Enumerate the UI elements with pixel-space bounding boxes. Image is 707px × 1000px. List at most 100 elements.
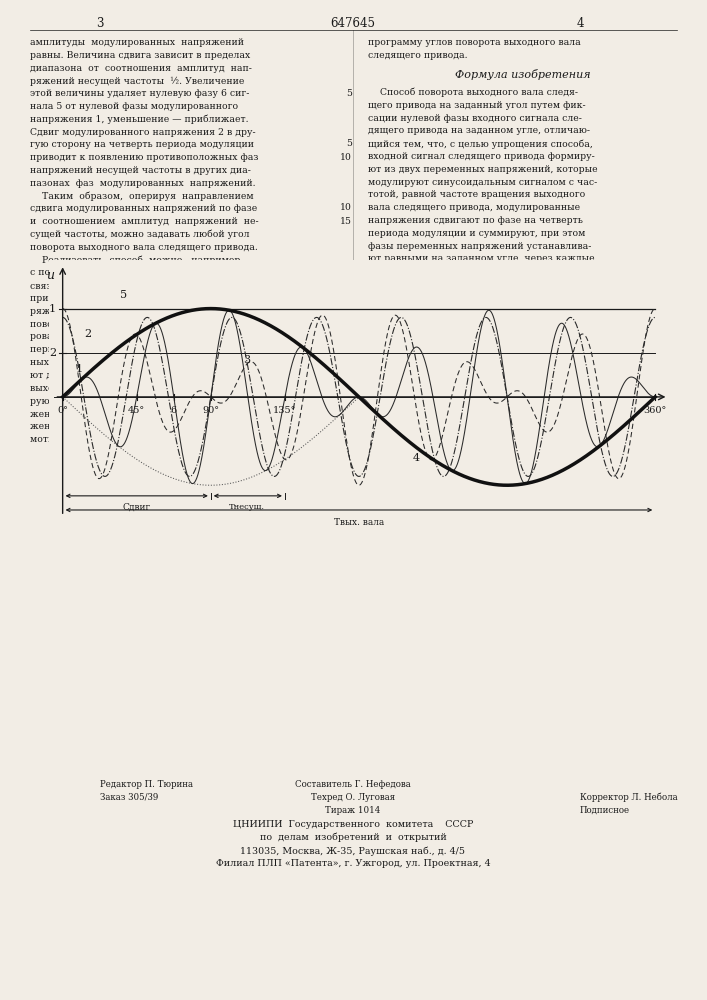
Text: данном угле.: данном угле. xyxy=(368,306,433,315)
Text: ют из двух переменных напряжений, которые: ют из двух переменных напряжений, которы… xyxy=(368,165,597,174)
Text: Реализовать  способ  можно,  например,: Реализовать способ можно, например, xyxy=(30,256,243,265)
Text: щийся тем, что, с целью упрощения способа,: щийся тем, что, с целью упрощения способ… xyxy=(368,139,592,149)
Text: «Наукова думка», 1969, с. 342.: «Наукова думка», 1969, с. 342. xyxy=(368,414,522,423)
Text: дящего привода на заданном угле, отличаю-: дящего привода на заданном угле, отличаю… xyxy=(368,126,590,135)
Text: рованных напряжений реализуют взаимно: рованных напряжений реализуют взаимно xyxy=(30,332,244,341)
Text: напряжения 1, уменьшение — приближает.: напряжения 1, уменьшение — приближает. xyxy=(30,115,249,124)
Text: Филиал ПЛП «Патента», г. Ужгород, ул. Проектная, 4: Филиал ПЛП «Патента», г. Ужгород, ул. Пр… xyxy=(216,859,491,868)
Text: жение одной из выходных обмоток и напря-: жение одной из выходных обмоток и напря- xyxy=(30,409,250,419)
Text: 1: 1 xyxy=(76,364,83,374)
Text: 15: 15 xyxy=(340,217,352,226)
Text: Корректор Л. Небола: Корректор Л. Небола xyxy=(580,793,677,802)
Text: 25: 25 xyxy=(340,345,352,354)
Text: 1: 1 xyxy=(49,304,56,314)
Text: привода. Синусоидальную модуляцию нап-: привода. Синусоидальную модуляцию нап- xyxy=(30,294,245,303)
Text: 3: 3 xyxy=(96,17,104,30)
Text: Сдвиг: Сдвиг xyxy=(122,503,151,512)
Text: 45°: 45° xyxy=(128,406,145,415)
Text: Тнесущ.: Тнесущ. xyxy=(229,503,265,511)
Text: 15: 15 xyxy=(340,267,352,276)
Text: 360°: 360° xyxy=(643,406,667,415)
Text: модулируют синусоидальным сигналом с час-: модулируют синусоидальным сигналом с час… xyxy=(368,178,597,187)
Text: ряжений осуществляют в этом случае самим: ряжений осуществляют в этом случае самим xyxy=(30,307,255,316)
Text: периода модуляции и суммируют, при этом: периода модуляции и суммируют, при этом xyxy=(368,229,585,238)
Text: следящего привода.: следящего привода. xyxy=(368,51,467,60)
Text: щего привода на заданный угол путем фик-: щего привода на заданный угол путем фик- xyxy=(368,101,585,110)
Text: решающие устройства. М., ГИОП, 1953,: решающие устройства. М., ГИОП, 1953, xyxy=(368,361,567,370)
Text: 113035, Москва, Ж-35, Раушская наб., д. 4/5: 113035, Москва, Ж-35, Раушская наб., д. … xyxy=(240,846,465,856)
Text: Таким  образом,  оперируя  направлением: Таким образом, оперируя направлением xyxy=(30,192,254,201)
Text: равны. Величина сдвига зависит в пределах: равны. Величина сдвига зависит в предела… xyxy=(30,51,250,60)
Text: входной сигнал следящего привода формиру-: входной сигнал следящего привода формиру… xyxy=(368,152,595,161)
Text: 5: 5 xyxy=(346,89,352,98)
Text: положные, а амплитуды модулированных: положные, а амплитуды модулированных xyxy=(368,280,576,289)
Text: Составитель Г. Нефедова: Составитель Г. Нефедова xyxy=(295,780,411,789)
Text: ют равными на заданном угле, через каждые: ют равными на заданном угле, через кажды… xyxy=(368,254,595,263)
Text: 4: 4 xyxy=(576,17,584,30)
Text: 3: 3 xyxy=(243,355,250,365)
Text: фазы переменных напряжений устанавлива-: фазы переменных напряжений устанавлива- xyxy=(368,242,591,251)
Text: 90°: 90° xyxy=(202,406,219,415)
Text: с помощью вращающегося трансформатора,: с помощью вращающегося трансформатора, xyxy=(30,268,251,277)
Text: сдвига модулированных напряжений по фазе: сдвига модулированных напряжений по фазе xyxy=(30,204,257,213)
Text: перпендикулярным  расположением  выход-: перпендикулярным расположением выход- xyxy=(30,345,252,354)
Text: Источники информации, принятые во вни-: Источники информации, принятые во вни- xyxy=(368,322,581,331)
Text: 20: 20 xyxy=(340,281,352,290)
Text: амплитуды  модулированных  напряжений: амплитуды модулированных напряжений xyxy=(30,38,244,47)
Text: сущей частоты, можно задавать любой угол: сущей частоты, можно задавать любой угол xyxy=(30,230,250,239)
Text: ряжений несущей частоты  ½. Увеличение: ряжений несущей частоты ½. Увеличение xyxy=(30,76,245,86)
Text: 6: 6 xyxy=(170,406,177,415)
Text: 10: 10 xyxy=(340,153,352,162)
Text: этой величины удаляет нулевую фазу 6 сиг-: этой величины удаляет нулевую фазу 6 сиг… xyxy=(30,89,250,98)
Text: Заказ 305/39: Заказ 305/39 xyxy=(100,793,158,802)
Text: напряжения сдвигают по фазе на четверть: напряжения сдвигают по фазе на четверть xyxy=(368,216,583,225)
Text: 2. Справочник «Самонастраивающиеся: 2. Справочник «Самонастраивающиеся xyxy=(368,389,577,398)
Text: 4: 4 xyxy=(413,453,420,463)
Text: нала 5 от нулевой фазы модулированного: нала 5 от нулевой фазы модулированного xyxy=(30,102,238,111)
Text: полпериода модуляции изменяют на противо-: полпериода модуляции изменяют на противо… xyxy=(368,267,597,276)
Text: диапазона  от  соотношения  амплитуд  нап-: диапазона от соотношения амплитуд нап- xyxy=(30,64,252,73)
Text: пазонах  фаз  модулированных  напряжений.: пазонах фаз модулированных напряжений. xyxy=(30,179,256,188)
Text: Тираж 1014: Тираж 1014 xyxy=(325,806,380,815)
Text: 2: 2 xyxy=(49,348,56,358)
Text: 1. Доброгурский С. О. и др. Счетно-: 1. Доброгурский С. О. и др. Счетно- xyxy=(368,348,558,357)
Text: ных обмоток, а соотношение амплитуд зада-: ных обмоток, а соотношение амплитуд зада… xyxy=(30,358,252,367)
Text: 5: 5 xyxy=(120,290,127,300)
Text: 5: 5 xyxy=(346,139,352,148)
Text: мотки и делители, можно реализовать любую: мотки и делители, можно реализовать любу… xyxy=(30,435,258,444)
Text: жение с выхода делителя. Коммутируя об-: жение с выхода делителя. Коммутируя об- xyxy=(30,422,242,431)
Text: Твых. вала: Твых. вала xyxy=(334,518,384,527)
Text: ют делителем, подключенным к одной из: ют делителем, подключенным к одной из xyxy=(30,371,237,380)
Text: приводит к появлению противоположных фаз: приводит к появлению противоположных фаз xyxy=(30,153,259,162)
Text: 10: 10 xyxy=(340,203,352,212)
Text: 30: 30 xyxy=(340,409,352,418)
Text: 2: 2 xyxy=(84,329,91,339)
Text: поворотом выходного вала. Сдвиг модули-: поворотом выходного вала. Сдвиг модули- xyxy=(30,320,240,329)
Text: вала следящего привода, модулированные: вала следящего привода, модулированные xyxy=(368,203,580,212)
Text: связанного  с  выходным  валом  следящего: связанного с выходным валом следящего xyxy=(30,281,248,290)
Text: Редактор П. Тюрина: Редактор П. Тюрина xyxy=(100,780,193,789)
Text: тотой, равной частоте вращения выходного: тотой, равной частоте вращения выходного xyxy=(368,190,585,199)
Text: гую сторону на четверть периода модуляции: гую сторону на четверть периода модуляци… xyxy=(30,140,254,149)
Text: 0°: 0° xyxy=(57,406,68,415)
Text: руют при такой реализации способа напря-: руют при такой реализации способа напря- xyxy=(30,396,247,406)
Text: по  делам  изобретений  и  открытий: по делам изобретений и открытий xyxy=(259,833,446,842)
Text: и  соотношением  амплитуд  напряжений  не-: и соотношением амплитуд напряжений не- xyxy=(30,217,259,226)
Text: с. 199.: с. 199. xyxy=(368,373,400,382)
Text: 647645: 647645 xyxy=(330,17,375,30)
Text: напряжений несущей частоты в других диа-: напряжений несущей частоты в других диа- xyxy=(30,166,251,175)
Text: u: u xyxy=(47,269,54,282)
Text: Подписное: Подписное xyxy=(580,806,630,815)
Text: Техред О. Луговая: Техред О. Луговая xyxy=(311,793,395,802)
Text: выходных обмоток трансформатора. Сумми-: выходных обмоток трансформатора. Сумми- xyxy=(30,384,250,393)
Text: Формула изобретения: Формула изобретения xyxy=(455,69,590,80)
Text: Способ поворота выходного вала следя-: Способ поворота выходного вала следя- xyxy=(368,88,578,97)
Text: системы». Под ред. П. И. Чинаева. Киев,: системы». Под ред. П. И. Чинаева. Киев, xyxy=(368,402,571,411)
Text: напряжений устанавливают равными на за-: напряжений устанавливают равными на за- xyxy=(368,293,588,302)
Text: 135°: 135° xyxy=(273,406,296,415)
Text: сации нулевой фазы входного сигнала сле-: сации нулевой фазы входного сигнала сле- xyxy=(368,114,582,123)
Text: ЦНИИПИ  Государственного  комитета    СССР: ЦНИИПИ Государственного комитета СССР xyxy=(233,820,473,829)
Text: Сдвиг модулированного напряжения 2 в дру-: Сдвиг модулированного напряжения 2 в дру… xyxy=(30,128,256,137)
Text: мание при экспертизе: мание при экспертизе xyxy=(368,335,479,344)
Text: поворота выходного вала следящего привода.: поворота выходного вала следящего привод… xyxy=(30,243,258,252)
